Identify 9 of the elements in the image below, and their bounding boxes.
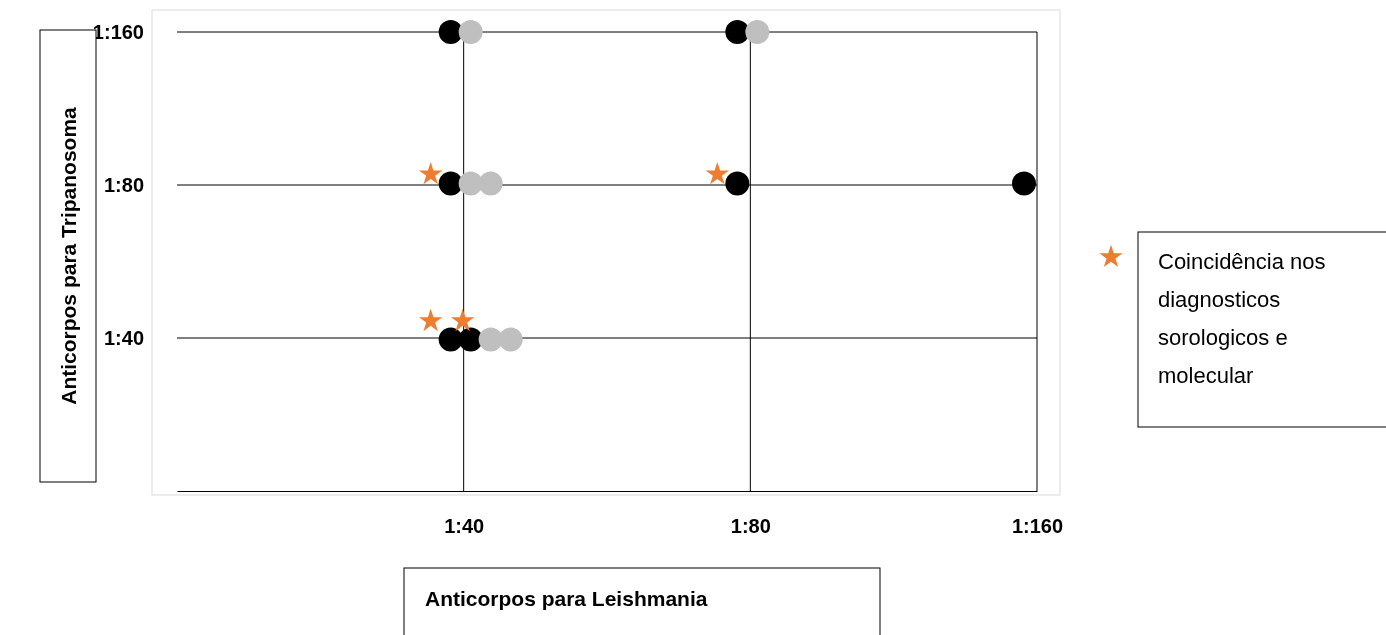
x-tick-label: 1:80 (730, 515, 771, 538)
x-axis-title: Anticorpos para Leishmania (425, 587, 708, 610)
legend-label: Coincidência nos diagnosticos sorologicos e molecular (1158, 249, 1326, 388)
category-label: 1:160 (92, 20, 144, 43)
category-label: 1:40 (103, 326, 144, 349)
x-tick-label: 1:40 (444, 515, 485, 538)
y-axis-title: Anticorpos para Tripanosoma (57, 106, 80, 405)
x-tick-label: 1:160 (1011, 515, 1064, 538)
category-label: 1:80 (103, 173, 144, 196)
